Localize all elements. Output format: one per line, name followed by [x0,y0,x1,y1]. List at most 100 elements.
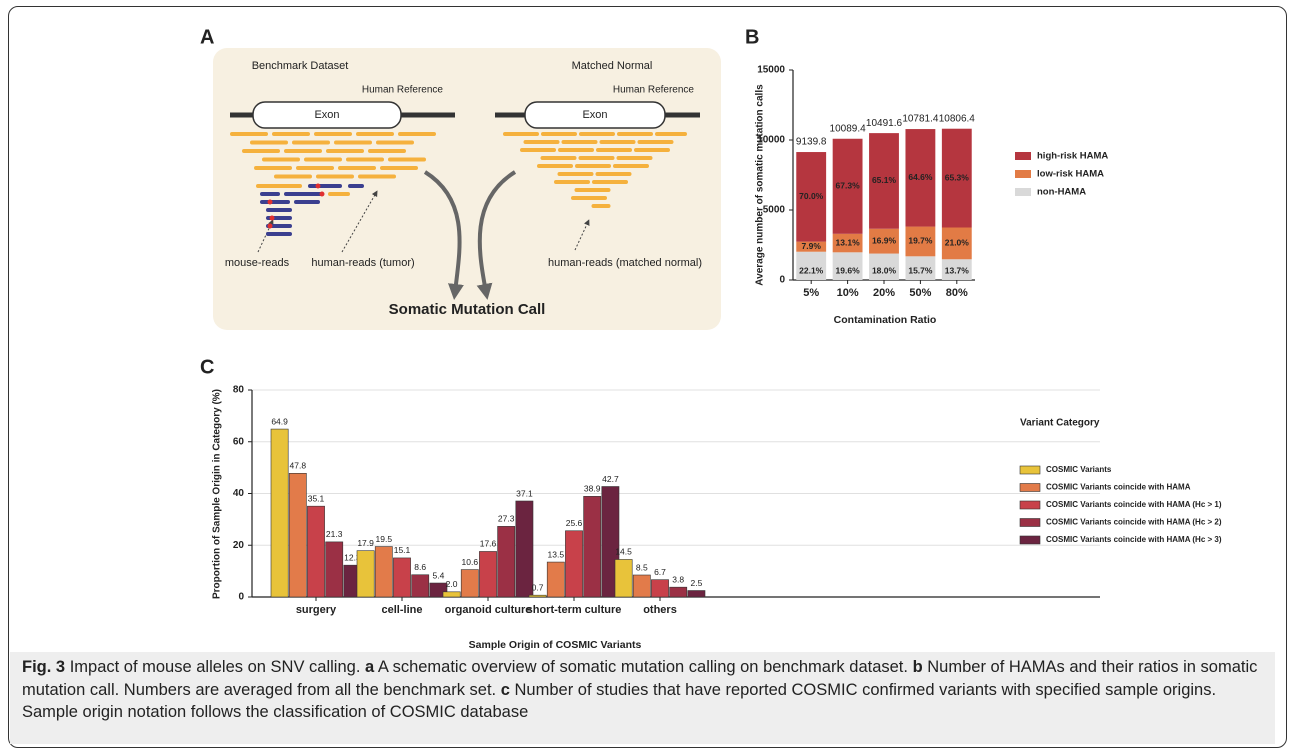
bar [583,496,602,598]
value-label: 2.5 [690,578,702,588]
value-label: 8.6 [414,562,426,572]
y-tick-label: 15000 [757,65,785,76]
total-label: 9139.8 [796,137,827,148]
bar [632,574,651,598]
legend-label: COSMIC Variants coincide with HAMA [1046,483,1191,492]
bar-segment [796,251,827,280]
y-tick-label: 60 [233,436,245,447]
y-tick-label: 40 [233,488,245,499]
bar [614,559,633,598]
bar [497,526,516,598]
y-tick-label: 0 [779,275,785,286]
mismatch [319,191,325,197]
y-axis-label: Proportion of Sample Origin in Category … [212,389,223,599]
diagram-title: Matched Normal [572,60,653,72]
bar [325,541,344,598]
reference-label: Human Reference [613,85,695,96]
legend-swatch [1015,188,1031,196]
value-label: 10.6 [462,557,479,567]
x-tick-label: 80% [946,287,968,299]
value-label: 6.7 [654,567,666,577]
y-tick-label: 80 [233,385,245,396]
value-label: 3.8 [672,574,684,584]
bar-segment [796,152,827,242]
read-label: mouse-reads [225,257,290,269]
panel-label: B [745,26,759,48]
bar [546,561,565,598]
value-label: 13.7% [945,265,970,275]
value-label: 47.8 [290,461,307,471]
value-label: 19.7% [908,236,933,246]
value-label: 21.3 [326,529,343,539]
legend-swatch [1019,518,1041,527]
bar-segment [905,226,936,257]
bar-segment [941,259,972,280]
x-axis-label: Sample Origin of COSMIC Variants [469,639,642,650]
x-tick-label: others [643,604,677,616]
exon-label: Exon [582,109,607,121]
value-label: 27.3 [498,514,515,524]
x-tick-label: 5% [803,287,819,299]
mismatch [315,183,321,189]
caption-letter: b [912,658,923,676]
bar-segment [941,227,972,260]
x-tick-label: 10% [837,287,859,299]
value-label: 12.3 [344,552,361,562]
bar [356,550,375,598]
value-label: 25.6 [566,518,583,528]
mismatch [267,223,273,229]
y-tick-label: 10000 [757,135,785,146]
value-label: 0.7 [532,582,544,592]
value-label: 17.9 [357,538,374,548]
value-label: 70.0% [799,191,824,201]
value-label: 37.1 [516,488,533,498]
caption-title: Impact of mouse alleles on SNV calling. [69,658,361,676]
value-label: 2.0 [446,579,458,589]
value-label: 18.0% [872,265,897,275]
legend-label: COSMIC Variants coincide with HAMA (Hc >… [1046,535,1222,544]
x-tick-label: organoid culture [445,604,532,616]
x-axis-label: Contamination Ratio [834,314,937,326]
value-label: 13.5 [548,549,565,559]
value-label: 65.1% [872,175,897,185]
bar [307,505,325,598]
y-tick-label: 0 [238,592,244,603]
bar [565,530,583,598]
bar-segment [796,241,827,252]
read-label: human-reads (matched normal) [548,257,702,269]
exon [524,101,666,129]
value-label: 65.3% [945,172,970,182]
value-label: 7.9% [802,241,822,251]
caption: Fig. 3 Impact of mouse alleles on SNV ca… [10,652,1275,744]
pointer [574,219,590,251]
value-label: 14.5 [615,547,632,557]
legend-swatch [1019,500,1041,510]
legend-label: COSMIC Variants coincide with HAMA (Hc >… [1046,500,1222,509]
reference-label: Human Reference [362,85,444,96]
legend-label: high-risk HAMA [1037,151,1108,162]
value-label: 19.5 [376,534,393,544]
bar-segment [832,138,863,234]
total-label: 10089.4 [830,123,867,134]
value-label: 22.1% [799,265,824,275]
bar-segment [941,128,972,228]
y-axis-label: Average number of somatic mutation calls [755,84,766,286]
exon [252,101,402,129]
exon-label: Exon [314,109,339,121]
bar-segment [869,133,899,229]
value-label: 21.0% [945,238,970,248]
bar [687,590,706,598]
value-label: 5.4 [432,570,444,580]
bar [515,500,534,598]
value-label: 17.6 [480,539,497,549]
x-tick-label: short-term culture [527,604,622,616]
value-label: 67.3% [836,181,861,191]
caption-label: Fig. 3 [22,658,66,676]
bar-segment [905,256,936,280]
output-label: Somatic Mutation Call [389,301,546,318]
caption-text: A schematic overview of somatic mutation… [377,658,908,676]
value-label: 42.7 [602,474,619,484]
bar [393,557,411,598]
mismatch [269,215,275,221]
value-label: 15.7% [908,265,933,275]
